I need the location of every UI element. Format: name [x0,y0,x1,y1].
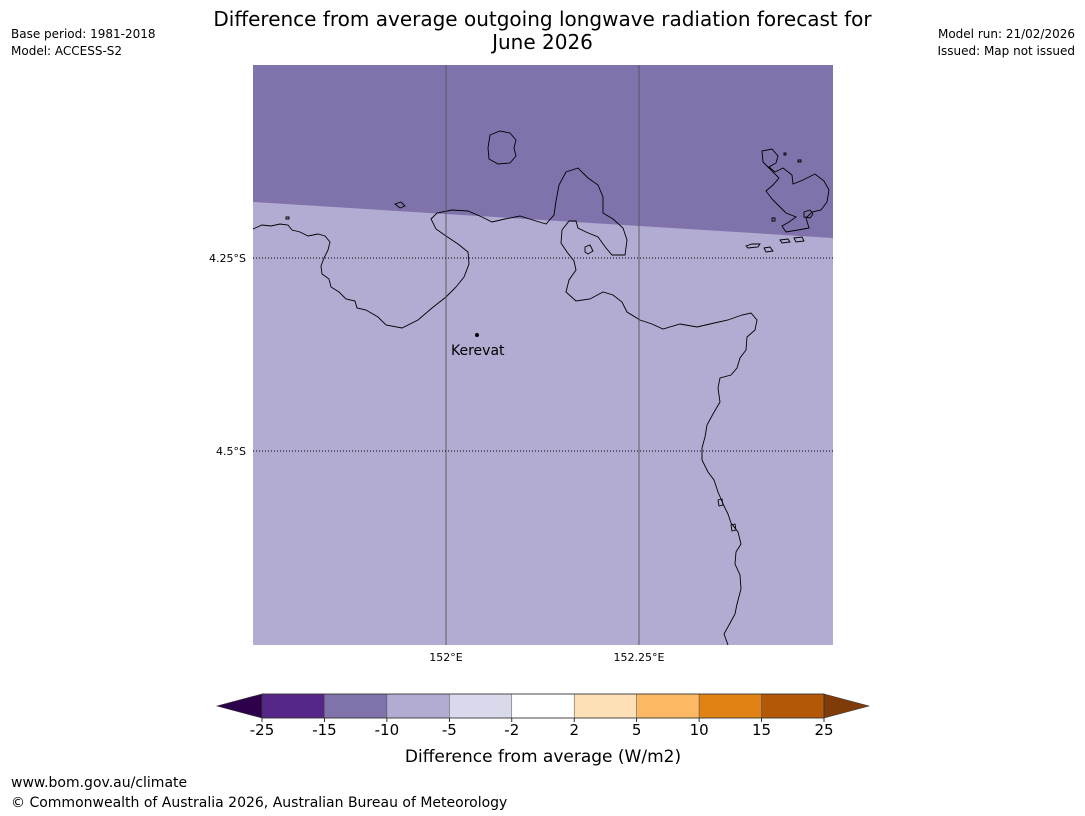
islet-centre [584,244,594,255]
colorbar-tick-label: 5 [632,721,642,739]
island-north [487,130,517,165]
colorbar-over-arrow [823,693,871,719]
colorbar-bin [698,693,762,719]
footer-url: www.bom.gov.au/climate [11,775,188,791]
colorbar-tick-label: -10 [375,721,400,739]
islet-east-6 [783,152,787,156]
model-run-text: Model run: 21/02/2026 [937,27,1075,41]
map-title-line-2: June 2026 [492,30,593,54]
colorbar-bin [761,693,825,719]
islet-coast-1 [717,498,724,507]
map-title-line-1: Difference from average outgoing longwav… [213,7,872,31]
colorbar-bin [573,693,637,719]
kerevat-label: Kerevat [451,343,505,359]
islet-west [394,201,406,209]
colorbar-bin [511,693,575,719]
islet-east-8 [771,217,776,222]
colorbar-label: Difference from average (W/m2) [405,747,681,767]
coastline-main [252,167,758,646]
colorbar-bin [386,693,450,719]
colorbar-tick-label: 25 [814,721,833,739]
colorbar-frame [261,693,825,719]
islet-east-4 [779,238,791,244]
footer-copyright: © Commonwealth of Australia 2026, Austra… [11,795,508,811]
colorbar-tick-label: 10 [690,721,709,739]
colorbar-bin [261,693,325,719]
map-title: Difference from average outgoing longwav… [0,8,1085,54]
islet-east-5 [793,236,805,243]
islet-east-3 [763,246,774,253]
colorbar-tick-label: -2 [504,721,519,739]
north-region [253,65,833,238]
colorbar-tick-label: -25 [250,721,275,739]
islet-east-7 [797,159,802,163]
lat-label-4-25: 4.25°S [209,252,246,265]
model-text: Model: ACCESS-S2 [11,44,123,58]
meta-right: Model run: 21/02/2026 Issued: Map not is… [937,26,1075,60]
duke-of-york-islands [761,148,830,233]
colorbar-under-arrow [215,693,263,719]
colorbar-bin [449,693,513,719]
islet-coast-2 [730,523,737,532]
colorbar-tick-label: -15 [312,721,337,739]
colorbar-bin [324,693,388,719]
issued-text: Issued: Map not issued [937,44,1075,58]
islet-east-2 [745,243,761,249]
kerevat-marker [475,333,479,337]
lon-label-152-25: 152.25°E [614,651,665,664]
base-period-text: Base period: 1981-2018 [11,27,156,41]
colorbar-tick-label: 2 [569,721,579,739]
meta-left: Base period: 1981-2018 Model: ACCESS-S2 [11,26,156,60]
colorbar-tick-label: 15 [752,721,771,739]
colorbar-tick-label: -5 [442,721,457,739]
colorbar-legend: -25 -15 -10 -5 -2 2 5 10 15 25 Difference from av… [215,693,871,767]
lon-label-152: 152°E [429,651,462,664]
lat-label-4-5: 4.5°S [216,445,246,458]
islet-east-1 [803,209,814,219]
colorbar-bin [636,693,700,719]
islet-tiny-west [285,216,290,220]
